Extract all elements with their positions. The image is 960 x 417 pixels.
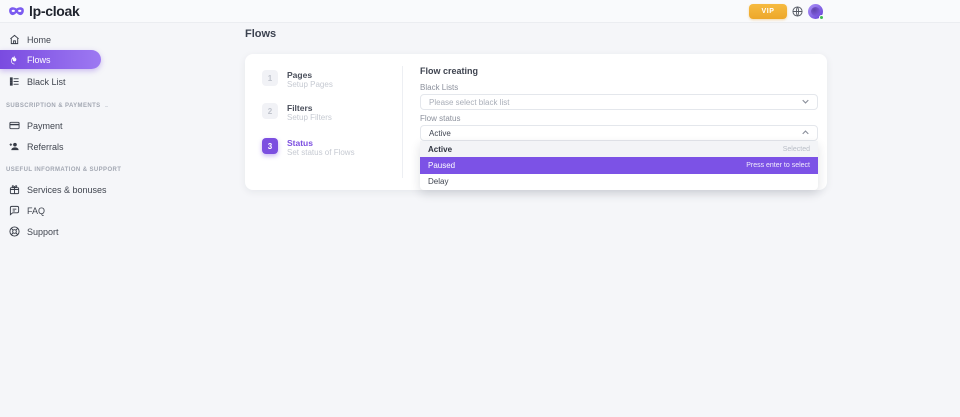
sidebar-item-flows[interactable]: Flows	[0, 50, 101, 69]
flow-status-dropdown: Active Selected Paused Press enter to se…	[420, 141, 818, 190]
sidebar-item-label: FAQ	[27, 205, 46, 216]
black-lists-select[interactable]: Please select black list	[420, 94, 818, 110]
vip-button[interactable]: VIP	[749, 4, 787, 19]
sidebar-item-label: Home	[27, 34, 52, 45]
form-title: Flow creating	[420, 66, 479, 76]
top-header: lp-cloak VIP	[0, 0, 960, 23]
option-hint: Selected	[782, 145, 810, 153]
brand-logo: lp-cloak	[8, 3, 80, 19]
step-number-badge: 1	[262, 70, 278, 86]
sidebar-item-label: Payment	[27, 120, 63, 131]
online-status-dot	[819, 15, 824, 20]
sidebar-item-label: Referrals	[27, 141, 64, 152]
black-lists-label: Black Lists	[420, 83, 459, 92]
option-hint: Press enter to select	[746, 161, 810, 169]
sidebar-item-black-list[interactable]: Black List	[0, 73, 110, 90]
sidebar-item-label: Services & bonuses	[27, 184, 107, 195]
chevron-up-icon	[802, 129, 809, 137]
step-title: Filters	[287, 103, 313, 113]
user-avatar[interactable]	[808, 4, 824, 20]
step-subtitle: Setup Pages	[287, 80, 333, 89]
wizard-step-filters[interactable]: 2 Filters Setup Filters	[262, 103, 332, 122]
step-subtitle: Setup Filters	[287, 113, 332, 122]
sidebar-item-home[interactable]: Home	[0, 31, 110, 48]
dropdown-option-active[interactable]: Active Selected	[420, 141, 818, 158]
sidebar-item-support[interactable]: Support	[0, 223, 110, 240]
flow-status-label: Flow status	[420, 114, 461, 123]
step-subtitle: Set status of Flows	[287, 148, 355, 157]
black-lists-placeholder: Please select black list	[429, 97, 510, 107]
sidebar-item-label: Black List	[27, 76, 66, 87]
sidebar-nav: Home Flows Black List Subscription & Pay…	[0, 23, 122, 417]
step-number-badge: 3	[262, 138, 278, 154]
chevron-down-icon	[802, 99, 809, 106]
sidebar-item-services[interactable]: Services & bonuses	[0, 181, 110, 198]
services-icon	[9, 184, 20, 195]
sidebar-section-subscription: Subscription & Payments	[6, 103, 108, 109]
flow-status-value: Active	[429, 128, 451, 138]
brand-name: lp-cloak	[29, 3, 80, 19]
sidebar-item-label: Flows	[27, 54, 51, 65]
wizard-step-pages[interactable]: 1 Pages Setup Pages	[262, 70, 333, 89]
referrals-user-icon	[9, 141, 20, 152]
language-globe-icon[interactable]	[792, 6, 803, 17]
sidebar-section-support: Useful information & support	[6, 167, 122, 173]
dropdown-option-delay[interactable]: Delay	[428, 177, 449, 187]
dropdown-option-paused[interactable]: Paused Press enter to select	[420, 157, 818, 174]
flow-creating-card: 1 Pages Setup Pages 2 Filters Setup Filt…	[245, 54, 827, 190]
flows-icon	[9, 54, 20, 65]
mask-logo-icon	[8, 5, 25, 18]
card-divider	[402, 66, 403, 178]
payment-card-icon	[9, 120, 20, 131]
sidebar-item-faq[interactable]: FAQ	[0, 202, 110, 219]
faq-chat-icon	[9, 205, 20, 216]
black-list-icon	[9, 76, 20, 87]
step-title: Pages	[287, 70, 313, 80]
sidebar-item-label: Support	[27, 226, 59, 237]
flow-status-select[interactable]: Active	[420, 125, 818, 141]
wizard-step-status[interactable]: 3 Status Set status of Flows	[262, 138, 355, 157]
step-number-badge: 2	[262, 103, 278, 119]
support-lifebuoy-icon	[9, 226, 20, 237]
page-title: Flows	[245, 28, 277, 40]
step-title: Status	[287, 138, 313, 148]
home-icon	[9, 34, 20, 45]
sidebar-item-payment[interactable]: Payment	[0, 117, 110, 134]
sidebar-item-referrals[interactable]: Referrals	[0, 138, 110, 155]
